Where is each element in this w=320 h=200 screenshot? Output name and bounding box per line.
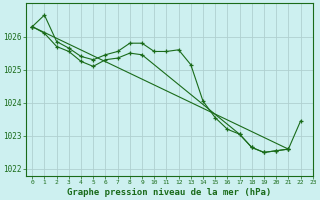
X-axis label: Graphe pression niveau de la mer (hPa): Graphe pression niveau de la mer (hPa) bbox=[67, 188, 272, 197]
